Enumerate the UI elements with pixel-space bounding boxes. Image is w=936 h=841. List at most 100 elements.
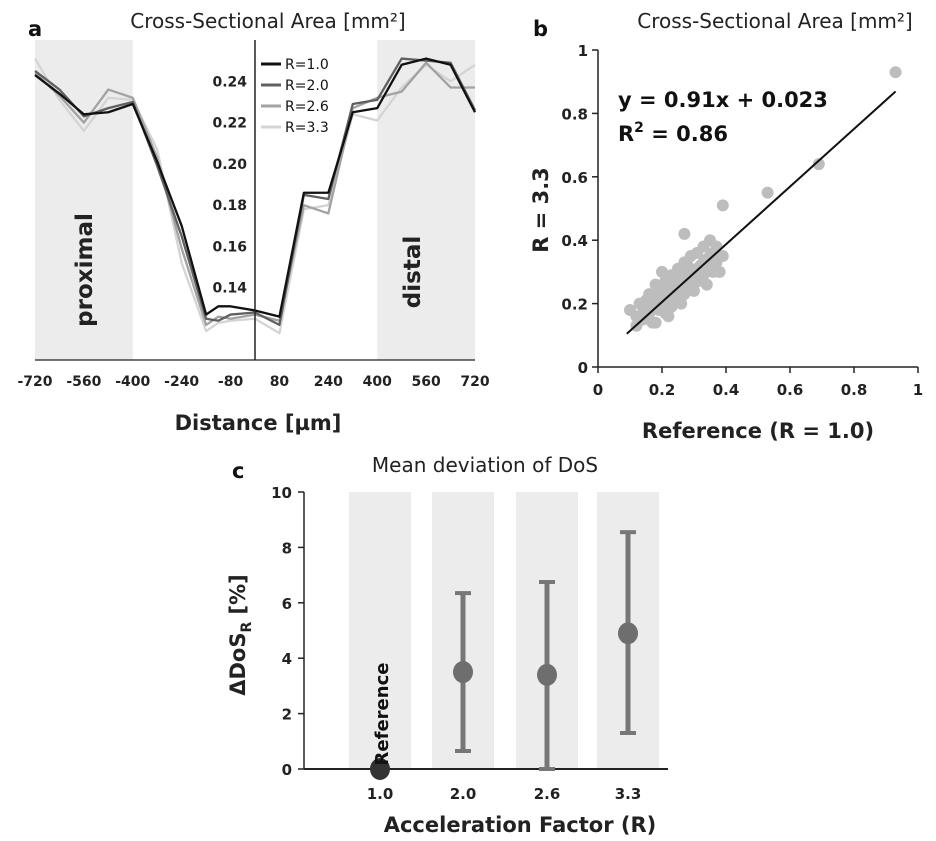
panel-b-x-tick-label: 1 [913, 381, 923, 399]
panel-a-x-tick-label: -720 [17, 374, 52, 390]
panel-c-x-tick-label: 1.0 [367, 785, 394, 803]
panel-b-x-tick-label: 0 [593, 381, 603, 399]
panel-a-series-lines [34, 57, 477, 335]
panel-c-mean-marker [537, 663, 557, 686]
panel-c-x-tick-label: 2.0 [450, 785, 477, 803]
panel-a-x-tick-label: -400 [115, 374, 150, 390]
panel-b-letter: b [533, 17, 548, 41]
panel-b-x-axis-title: Reference (R = 1.0) [642, 419, 874, 443]
panel-b-x-tick-label: 0.2 [649, 381, 676, 399]
panel-c-y-tick-label: 6 [282, 595, 292, 613]
panel-b-scatter-point [636, 300, 649, 313]
panel-b-y-tick-label: 0.6 [561, 169, 588, 187]
panel-c-y-axis-title-main: ΔDoS [226, 633, 250, 696]
panel-a-title: Cross-Sectional Area [mm²] [130, 9, 406, 33]
panel-b-y-tick-label: 1 [578, 42, 588, 60]
panel-b-scatter-point [700, 278, 713, 291]
panel-b-r-squared-prefix: R [618, 122, 634, 146]
panel-b-y-tick-label: 0.8 [561, 105, 588, 123]
panel-b-r-squared-value: = 0.86 [644, 122, 728, 146]
panel-c-letter: c [232, 459, 244, 483]
panel-b-y-tick-label: 0.2 [561, 296, 588, 314]
panel-b-scatter-point [678, 227, 691, 240]
panel-a-line-R=2.6 [34, 61, 475, 327]
panel-c-y-axis-title-unit: [%] [226, 574, 250, 622]
panel-a-x-axis-title: Distance [µm] [175, 411, 342, 435]
panel-b-scatter-point [707, 265, 720, 278]
panel-a-legend-label: R=1.0 [285, 57, 329, 73]
panel-a-region-proximal: proximal [72, 213, 98, 327]
panel-b-scatter-point [716, 250, 729, 263]
panel-a-y-tick-label: 0.20 [212, 157, 247, 173]
panel-b-x-ticks: 0 0.2 0.4 0.6 0.8 1 [593, 367, 923, 399]
panel-a-line-R=1.0 [34, 57, 477, 318]
panel-b-fit-equation: y = 0.91x + 0.023 [618, 88, 828, 112]
panel-b-scatter-point [643, 288, 656, 301]
panel-b-scatter-point [675, 297, 688, 310]
panel-c-reference-label: Reference [372, 663, 393, 766]
panel-a-line-R=2.0 [34, 57, 477, 327]
panel-a-legend-label: R=2.0 [285, 78, 329, 94]
panel-b-x-tick-label: 0.4 [713, 381, 740, 399]
panel-b-scatter-point [688, 284, 700, 297]
panel-c-y-axis-title-sub: R [239, 622, 255, 633]
panel-a-x-tick-label: -560 [66, 374, 101, 390]
panel-b-y-tick-label: 0.4 [561, 232, 588, 250]
panel-b-r-squared-sup: 2 [634, 120, 644, 136]
panel-b-r-squared: R2 = 0.86 [618, 120, 728, 146]
panel-c-mean-deviation: c Mean deviation of DoS 0 2 4 6 8 10 1.0 2.0 2.… [226, 453, 668, 837]
panel-b-y-ticks: 0 0.2 0.4 0.6 0.8 1 [561, 42, 598, 377]
panel-c-y-tick-label: 10 [271, 484, 292, 502]
panel-b-scatter-point [761, 186, 774, 199]
panel-b-scatter-point [656, 265, 668, 278]
panel-a-y-tick-label: 0.22 [212, 116, 247, 132]
panel-b-scatter-point [684, 272, 697, 285]
panel-b-scatter-correlation: b Cross-Sectional Area [mm²] 00.20.40.60… [529, 9, 923, 443]
panel-a-x-tick-label: 80 [270, 374, 290, 390]
panel-b-scatter-point [704, 250, 716, 263]
panel-a-y-tick-label: 0.16 [212, 239, 247, 255]
panel-b-x-tick-label: 0.6 [777, 381, 804, 399]
panel-b-scatter-point [716, 199, 729, 212]
panel-c-category-band [349, 492, 411, 769]
panel-b-y-axis-title: R = 3.3 [529, 167, 553, 253]
panel-c-y-tick-label: 4 [282, 650, 292, 668]
panel-a-x-tick-label: 400 [363, 374, 392, 390]
panel-a-x-tick-label: -240 [164, 374, 199, 390]
panel-c-mean-marker [370, 758, 390, 780]
panel-a-legend-label: R=2.6 [285, 99, 329, 115]
panel-b-y-tick-label: 0 [578, 359, 588, 377]
panel-a-x-tick-label: 560 [411, 374, 440, 390]
panel-c-mean-marker [618, 622, 638, 645]
panel-a-x-tick-label: 720 [460, 374, 489, 390]
panel-a-cross-sectional-area-lines: a Cross-Sectional Area [mm²] 0.140.160.1… [17, 9, 489, 435]
panel-a-y-tick-label: 0.24 [212, 74, 247, 90]
panel-a-legend-label: R=3.3 [285, 120, 329, 136]
panel-b-scatter-point [662, 275, 675, 288]
panel-b-fit-line [626, 90, 897, 335]
panel-c-y-axis-title: ΔDoSR [%] [226, 574, 255, 696]
panel-b-scatter-point [662, 310, 675, 323]
panel-c-category-bands [349, 492, 659, 769]
panel-b-scatter-point [649, 278, 662, 291]
panel-a-y-tick-label: 0.14 [212, 281, 247, 297]
panel-c-y-tick-label: 2 [282, 706, 292, 724]
panel-b-x-tick-label: 0.8 [841, 381, 868, 399]
panel-b-scatter-point [889, 66, 902, 79]
panel-c-y-tick-label: 0 [282, 761, 292, 779]
panel-a-x-tick-label: 240 [314, 374, 343, 390]
panel-c-x-tick-label: 2.6 [534, 785, 561, 803]
panel-c-mean-markers [370, 622, 638, 780]
panel-a-x-tick-label: -80 [218, 374, 244, 390]
panel-c-y-ticks: 0 2 4 6 8 10 [271, 484, 304, 779]
panel-c-x-axis-title: Acceleration Factor (R) [384, 813, 657, 837]
panel-c-y-tick-label: 8 [282, 539, 292, 557]
panel-c-x-tick-label: 3.3 [615, 785, 642, 803]
panel-c-title: Mean deviation of DoS [372, 453, 598, 477]
panel-b-title: Cross-Sectional Area [mm²] [637, 9, 913, 33]
panel-a-region-distal: distal [400, 236, 426, 308]
panel-a-y-ticks: 0.14 0.16 0.18 0.20 0.22 0.24 [212, 74, 247, 296]
panel-b-scatter-points [624, 66, 902, 332]
panel-a-x-ticks: -720 -560 -400 -240 -80 80 240 400 560 720 [17, 374, 489, 390]
